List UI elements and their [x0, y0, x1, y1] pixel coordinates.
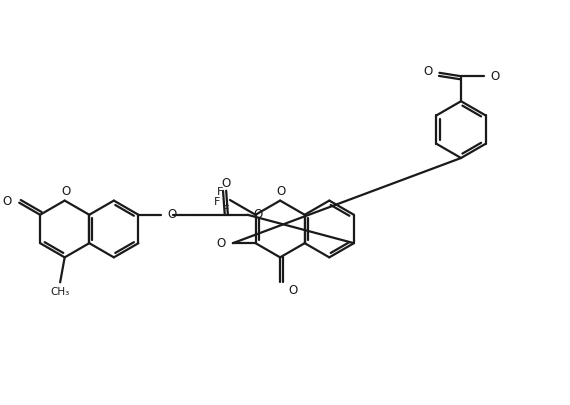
Text: O: O	[2, 194, 11, 207]
Text: O: O	[254, 208, 263, 221]
Text: O: O	[222, 177, 231, 190]
Text: F: F	[223, 205, 230, 215]
Text: O: O	[424, 65, 433, 78]
Text: O: O	[288, 283, 298, 296]
Text: F: F	[214, 197, 221, 207]
Text: F: F	[217, 187, 223, 197]
Text: O: O	[61, 185, 71, 198]
Text: O: O	[276, 185, 286, 198]
Text: O: O	[168, 208, 177, 221]
Text: CH₃: CH₃	[51, 287, 70, 297]
Text: O: O	[217, 236, 226, 249]
Text: O: O	[490, 69, 499, 82]
